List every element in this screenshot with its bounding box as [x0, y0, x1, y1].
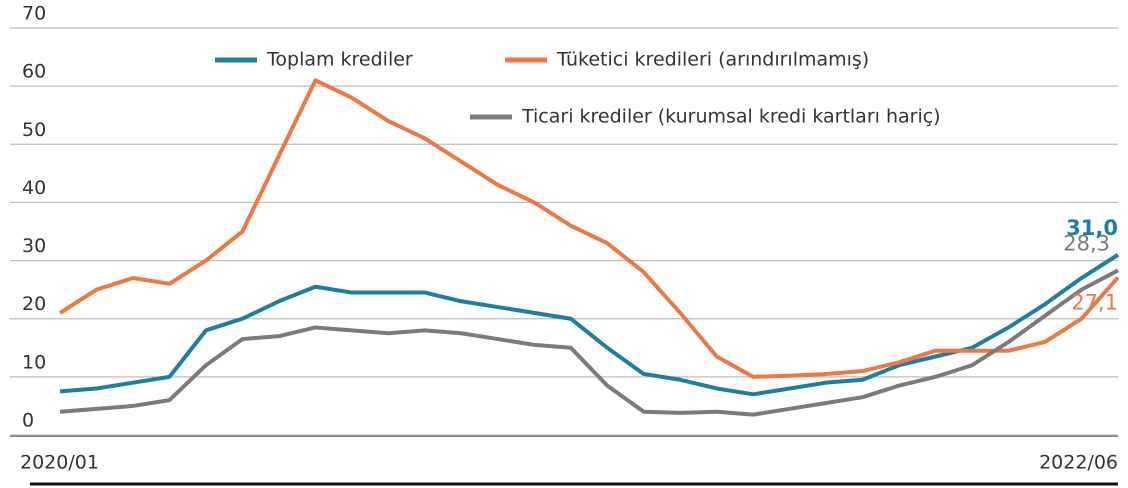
- y-tick-label: 50: [22, 119, 46, 141]
- value-label: 28,3: [1063, 231, 1110, 255]
- y-tick-label: 70: [22, 3, 46, 25]
- legend-label: Ticari krediler (kurumsal kredi kartları…: [521, 106, 941, 128]
- y-tick-label: 0: [22, 410, 34, 432]
- legend-label: Tüketici kredileri (arındırılmamış): [556, 49, 869, 71]
- legend-label: Toplam krediler: [266, 49, 413, 71]
- x-tick-label: 2020/01: [20, 452, 99, 474]
- x-tick-label: 2022/06: [1039, 452, 1118, 474]
- y-tick-label: 40: [22, 177, 46, 199]
- y-tick-label: 20: [22, 293, 46, 315]
- series-line: [58, 78, 1120, 379]
- y-tick-label: 10: [22, 351, 46, 373]
- y-tick-label: 60: [22, 61, 46, 83]
- y-tick-label: 30: [22, 235, 46, 257]
- value-label: 27,1: [1071, 290, 1118, 314]
- series-line: [59, 253, 1120, 397]
- series-line: [59, 268, 1119, 417]
- value-label: 31,0: [1066, 216, 1118, 240]
